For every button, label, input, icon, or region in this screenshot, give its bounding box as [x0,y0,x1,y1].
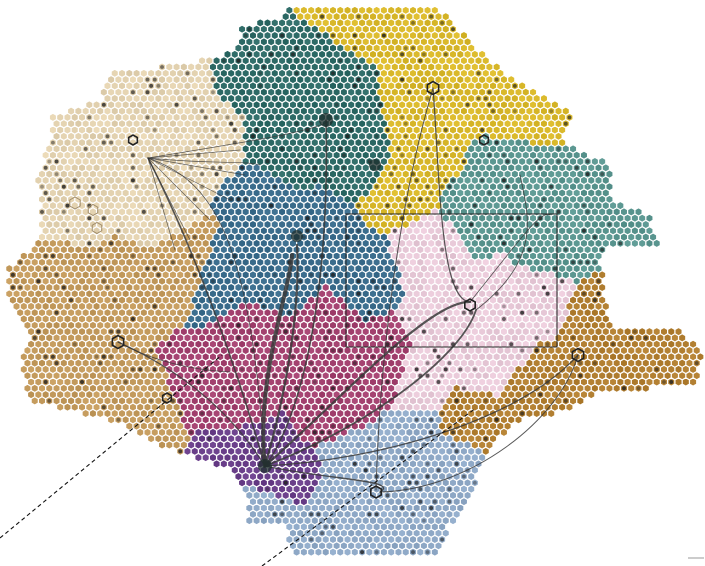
hex-cell-tan [56,402,65,412]
hex-cell-brown [587,390,596,400]
hex-cell-brown [500,427,508,437]
hex-cell-purple [212,459,221,469]
hex-cell-brown [627,383,636,393]
hex-cell-brown [525,408,534,419]
hex-cell-brown [605,383,614,393]
hex-cell-purple [201,453,210,463]
hex-cell-tan [136,427,145,437]
hex-cell-brown [532,408,541,419]
hex-cell-brown [598,383,607,393]
hex-cell-tan [89,408,97,419]
hex-cell-sea-green [623,238,632,248]
hex-cell-purple [219,459,228,469]
hex-cell-brown [689,377,697,387]
hex-cell-layer [5,5,705,557]
hex-cell-brown [558,402,567,412]
hex-cell-brown [514,415,523,425]
hex-cell-sea-green [645,238,654,248]
hex-cell-brown [652,377,661,387]
hex-cell-tan [70,402,79,412]
hex-cell-brown [612,383,621,393]
hex-cell-brown [547,408,556,419]
hex-cell-sea-green [638,238,647,248]
hex-cell-sea-green [609,238,617,248]
hex-cell-tan [107,415,116,425]
hex-cell-tan [81,408,90,419]
hex-cell-tan [30,396,39,406]
hex-cell-brown [565,402,574,412]
hex-cell-sea-green [652,238,661,248]
hex-cell-tan [165,440,174,450]
hex-cell-tan [63,402,72,412]
hex-cell-brown [681,377,690,387]
hex-cell-brown [674,377,683,387]
hex-cell-tan [38,396,46,406]
hex-cell-tan [96,408,105,419]
hex-cell-tan [158,440,166,450]
hex-cell-brown [576,396,585,406]
hex-cell-brown [641,383,650,393]
hex-cell-tan [147,434,156,444]
hex-cell-sea-green [630,238,639,248]
hex-cell-purple [194,453,203,463]
hex-cell-purple [183,446,192,456]
